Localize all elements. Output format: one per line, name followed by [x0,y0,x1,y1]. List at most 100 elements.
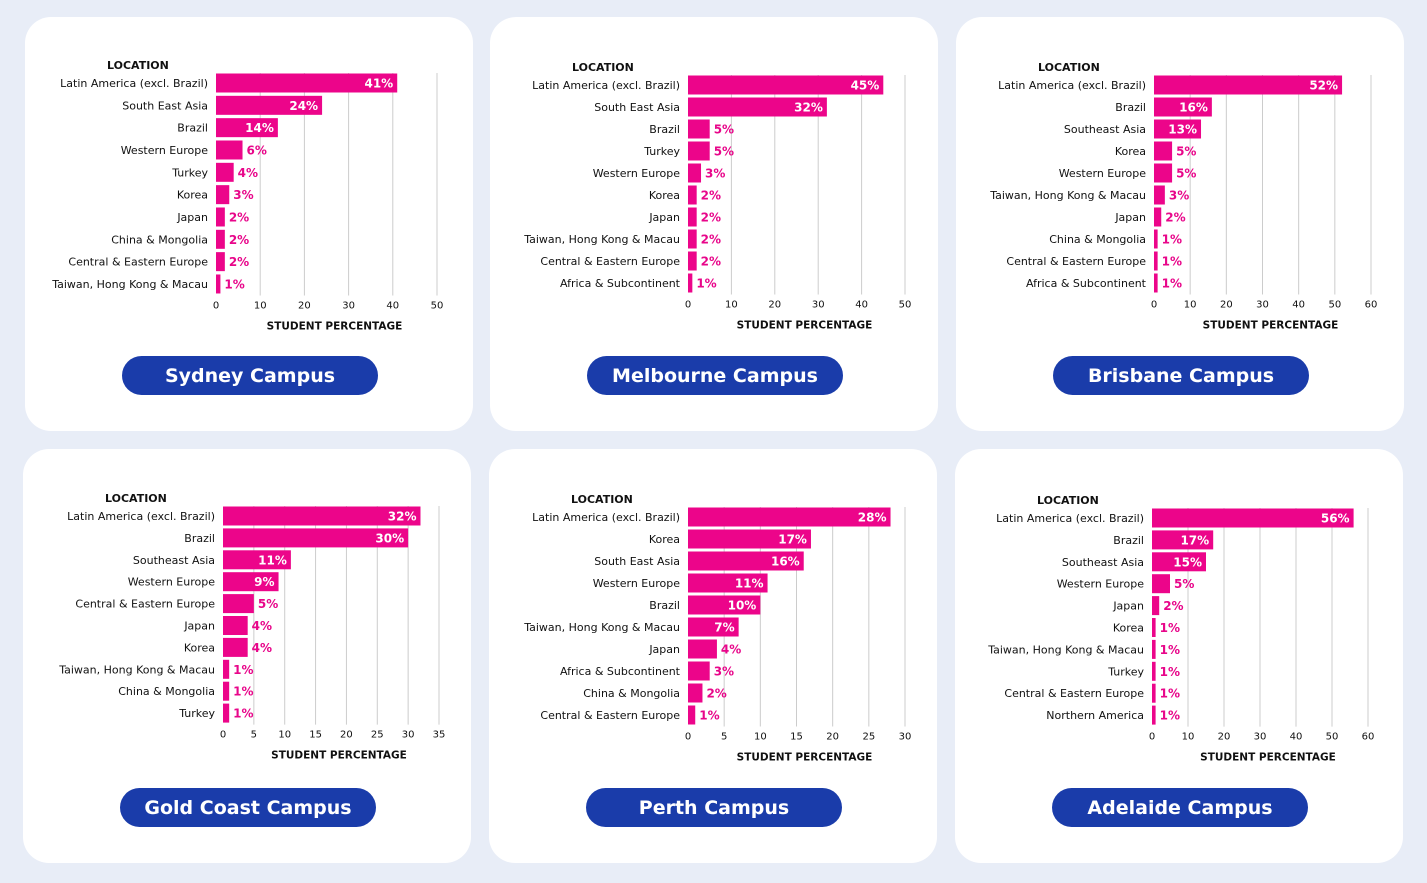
value-label: 11% [735,577,764,591]
bar [688,683,703,703]
bar [688,163,702,183]
bar [1154,97,1212,117]
x-axis-label: STUDENT PERCENTAGE [1203,320,1339,332]
category-label: Latin America (excl. Brazil) [998,79,1146,92]
value-label: 1% [1162,233,1182,247]
bar [688,75,884,95]
value-label: 5% [1176,145,1196,159]
x-tick-label: 30 [342,300,355,311]
category-label: Korea [649,533,680,546]
value-label: 13% [1168,123,1197,137]
x-tick-label: 30 [899,732,912,743]
melbourne-campus-button[interactable]: Melbourne Campus [587,356,843,395]
bar [216,207,225,227]
sydney-campus-button[interactable]: Sydney Campus [122,356,378,395]
category-label: Brazil [1113,534,1144,547]
category-label: Latin America (excl. Brazil) [532,79,680,92]
x-tick-label: 60 [1365,300,1378,311]
bar [216,73,398,93]
bar [688,207,697,227]
bar [216,252,225,272]
value-label: 16% [1179,101,1208,115]
bar [1152,508,1354,528]
category-label: China & Mongolia [118,685,215,698]
bar [1154,207,1162,227]
x-tick-label: 20 [768,300,781,311]
gold-coast-campus-button[interactable]: Gold Coast Campus [120,788,376,827]
bar [688,573,768,593]
x-tick-label: 35 [433,730,446,741]
category-label: Western Europe [121,144,209,157]
brisbane-campus-button[interactable]: Brisbane Campus [1053,356,1309,395]
value-label: 5% [714,145,734,159]
bar [1154,229,1158,249]
bar [1152,596,1160,616]
category-label: Taiwan, Hong Kong & Macau [987,643,1144,656]
category-label: South East Asia [122,99,208,112]
x-tick-label: 30 [1254,732,1267,743]
bar [688,97,827,117]
x-tick-label: 10 [754,732,767,743]
bar-chart: LOCATION Latin America (excl. Brazil) 56% B… [987,494,1374,764]
x-tick-label: 0 [1149,732,1155,743]
chart-card-melbourne: LOCATION Latin America (excl. Brazil) 45% S… [490,17,938,431]
category-label: Central & Eastern Europe [68,256,208,269]
category-label: Western Europe [593,577,681,590]
bar [688,185,697,205]
category-label: Turkey [643,145,680,158]
adelaide-campus-button[interactable]: Adelaide Campus [1052,788,1308,827]
value-label: 1% [233,685,253,699]
x-tick-label: 5 [251,730,257,741]
value-label: 17% [778,533,807,547]
value-label: 2% [706,687,726,701]
bar [688,119,710,139]
bar [223,637,248,657]
bar [688,617,739,637]
category-label: Southeast Asia [1064,123,1146,136]
value-label: 4% [721,643,741,657]
value-label: 1% [224,277,244,291]
x-tick-label: 30 [812,300,825,311]
category-label: Western Europe [1057,578,1145,591]
category-label: Japan [1112,600,1144,613]
category-label: Turkey [178,707,215,720]
y-axis-label: LOCATION [571,493,633,506]
category-label: Western Europe [593,167,681,180]
category-label: Southeast Asia [133,554,215,567]
value-label: 17% [1180,533,1209,547]
x-tick-label: 0 [685,732,691,743]
x-tick-label: 10 [1184,300,1197,311]
value-label: 56% [1321,512,1350,526]
y-axis-label: LOCATION [1037,494,1099,507]
category-label: Japan [176,211,208,224]
value-label: 16% [771,555,800,569]
category-label: Japan [648,211,680,224]
x-tick-label: 40 [1292,300,1305,311]
bar [223,572,279,592]
bar [688,661,710,681]
category-label: Brazil [649,599,680,612]
category-label: South East Asia [594,101,680,114]
bar [216,229,225,249]
value-label: 32% [794,101,823,115]
bar [1152,574,1170,594]
bar-chart: LOCATION Latin America (excl. Brazil) 41% S… [51,59,443,332]
value-label: 1% [1160,709,1180,723]
x-tick-label: 25 [862,732,875,743]
chart-card-brisbane: LOCATION Latin America (excl. Brazil) 52% B… [956,17,1404,431]
category-label: Brazil [649,123,680,136]
category-label: Japan [648,643,680,656]
perth-campus-button[interactable]: Perth Campus [586,788,842,827]
value-label: 2% [229,255,249,269]
value-label: 1% [1162,277,1182,291]
x-axis-label: STUDENT PERCENTAGE [737,320,873,332]
category-label: Western Europe [1059,167,1147,180]
value-label: 1% [1160,687,1180,701]
bar [688,595,761,615]
x-tick-label: 15 [309,730,322,741]
bar [223,506,421,526]
value-label: 10% [728,599,757,613]
category-label: Korea [177,189,208,202]
value-label: 3% [705,167,725,181]
bar [1152,618,1156,637]
